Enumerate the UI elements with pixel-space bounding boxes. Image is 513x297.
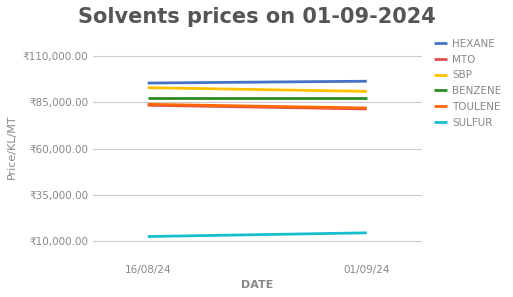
Line: SBP: SBP bbox=[148, 88, 367, 91]
SBP bbox=[364, 90, 370, 93]
SULFUR bbox=[145, 235, 151, 238]
Legend: HEXANE, MTO, SBP, BENZENE, TOULENE, SULFUR: HEXANE, MTO, SBP, BENZENE, TOULENE, SULF… bbox=[430, 35, 505, 132]
Line: TOULENE: TOULENE bbox=[148, 104, 367, 108]
TOULENE bbox=[145, 102, 151, 106]
TOULENE bbox=[364, 106, 370, 110]
MTO bbox=[145, 103, 151, 107]
Line: MTO: MTO bbox=[148, 105, 367, 109]
HEXANE bbox=[364, 79, 370, 83]
Title: Solvents prices on 01-09-2024: Solvents prices on 01-09-2024 bbox=[78, 7, 436, 27]
Y-axis label: Price/KL/MT: Price/KL/MT bbox=[7, 115, 17, 179]
SBP bbox=[145, 86, 151, 89]
Line: HEXANE: HEXANE bbox=[148, 81, 367, 83]
BENZENE bbox=[145, 96, 151, 99]
SULFUR bbox=[364, 231, 370, 235]
BENZENE bbox=[364, 96, 370, 99]
Line: SULFUR: SULFUR bbox=[148, 233, 367, 236]
X-axis label: DATE: DATE bbox=[241, 280, 273, 290]
HEXANE bbox=[145, 81, 151, 85]
MTO bbox=[364, 107, 370, 111]
